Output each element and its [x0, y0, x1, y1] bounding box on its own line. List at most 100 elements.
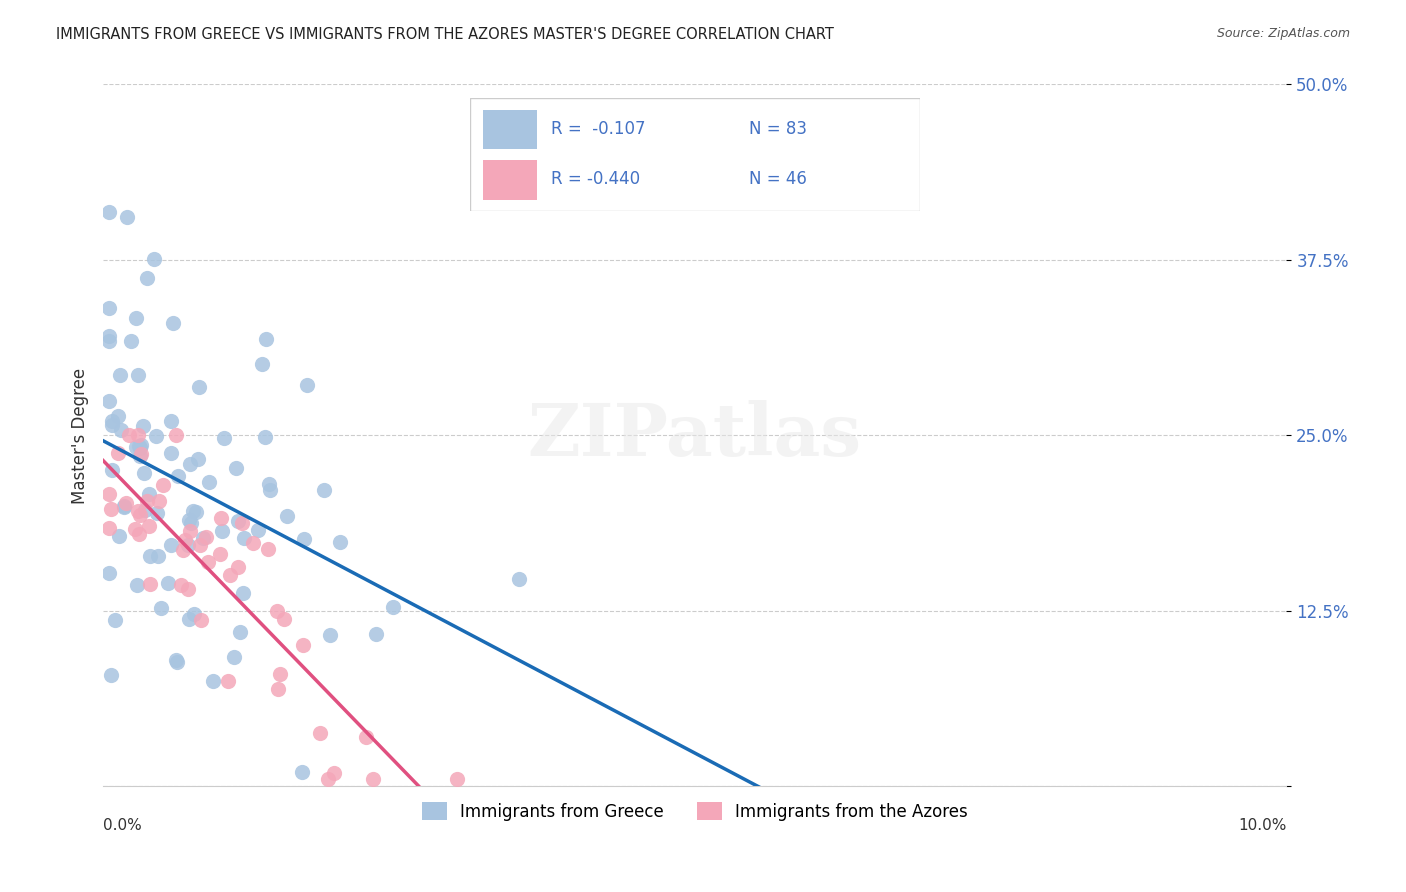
Point — [180, 516, 202, 530]
Point — [183, 607, 205, 622]
Point — [98, 393, 121, 408]
Point — [232, 586, 254, 600]
Point — [112, 500, 135, 514]
Point — [139, 549, 162, 564]
Point — [179, 612, 201, 626]
Point — [148, 549, 170, 564]
Point — [228, 625, 250, 640]
Point — [100, 668, 122, 682]
Point — [138, 519, 160, 533]
Point — [250, 357, 273, 371]
Point — [132, 418, 155, 433]
Point — [134, 467, 156, 481]
Point — [127, 427, 149, 442]
Point — [195, 529, 218, 543]
Point — [366, 627, 388, 641]
Point — [179, 513, 201, 527]
Point — [101, 418, 124, 433]
Point — [98, 204, 121, 219]
Point — [170, 578, 193, 592]
Point — [225, 461, 247, 475]
Point — [231, 516, 253, 531]
Point — [508, 572, 530, 586]
Point — [145, 428, 167, 442]
Point — [146, 506, 169, 520]
Text: IMMIGRANTS FROM GREECE VS IMMIGRANTS FROM THE AZORES MASTER'S DEGREE CORRELATION: IMMIGRANTS FROM GREECE VS IMMIGRANTS FRO… — [56, 27, 834, 42]
Point — [167, 469, 190, 483]
Text: ZIPatlas: ZIPatlas — [527, 400, 862, 471]
Point — [308, 726, 330, 740]
Point — [160, 537, 183, 551]
Point — [125, 310, 148, 325]
Point — [217, 673, 239, 688]
Text: 0.0%: 0.0% — [103, 818, 142, 833]
Point — [129, 438, 152, 452]
Point — [115, 495, 138, 509]
Point — [256, 541, 278, 556]
Point — [179, 524, 201, 538]
Point — [292, 532, 315, 546]
Point — [112, 499, 135, 513]
Point — [136, 271, 159, 285]
Point — [292, 638, 315, 652]
Text: 10.0%: 10.0% — [1239, 818, 1286, 833]
Point — [259, 483, 281, 497]
Point — [209, 511, 232, 525]
Point — [176, 582, 198, 597]
Point — [117, 427, 139, 442]
Point — [160, 446, 183, 460]
Point — [222, 649, 245, 664]
Point — [179, 457, 201, 471]
Point — [125, 441, 148, 455]
Point — [329, 535, 352, 549]
Point — [382, 599, 405, 614]
Point — [446, 772, 468, 787]
Point — [134, 503, 156, 517]
Point — [100, 501, 122, 516]
Point — [101, 463, 124, 477]
Point — [198, 475, 221, 490]
Point — [136, 494, 159, 508]
Point — [148, 494, 170, 508]
Point — [129, 447, 152, 461]
Point — [120, 334, 142, 348]
Point — [232, 531, 254, 545]
Point — [128, 441, 150, 455]
Point — [186, 505, 208, 519]
Point — [318, 628, 340, 642]
Point — [165, 427, 187, 442]
Point — [107, 409, 129, 424]
Point — [257, 476, 280, 491]
Point — [246, 523, 269, 537]
Point — [228, 514, 250, 528]
Point — [125, 577, 148, 591]
Point — [269, 666, 291, 681]
Point — [98, 334, 121, 348]
Point — [103, 613, 125, 627]
Point — [127, 504, 149, 518]
Point — [107, 529, 129, 543]
Point — [226, 560, 249, 574]
Point — [129, 508, 152, 523]
Point — [98, 521, 121, 535]
Point — [208, 547, 231, 561]
Point — [124, 522, 146, 536]
Point — [211, 524, 233, 538]
Point — [354, 730, 377, 744]
Y-axis label: Master's Degree: Master's Degree — [72, 368, 89, 503]
Point — [322, 766, 344, 780]
Point — [143, 252, 166, 266]
Point — [188, 538, 211, 552]
Point — [98, 329, 121, 343]
Point — [107, 446, 129, 460]
Point — [273, 611, 295, 625]
Point — [176, 538, 198, 552]
Point — [291, 765, 314, 780]
Point — [187, 452, 209, 467]
Point — [139, 577, 162, 591]
Point — [191, 531, 214, 545]
Point — [108, 368, 131, 382]
Point — [101, 413, 124, 427]
Point — [197, 555, 219, 569]
Point — [181, 503, 204, 517]
